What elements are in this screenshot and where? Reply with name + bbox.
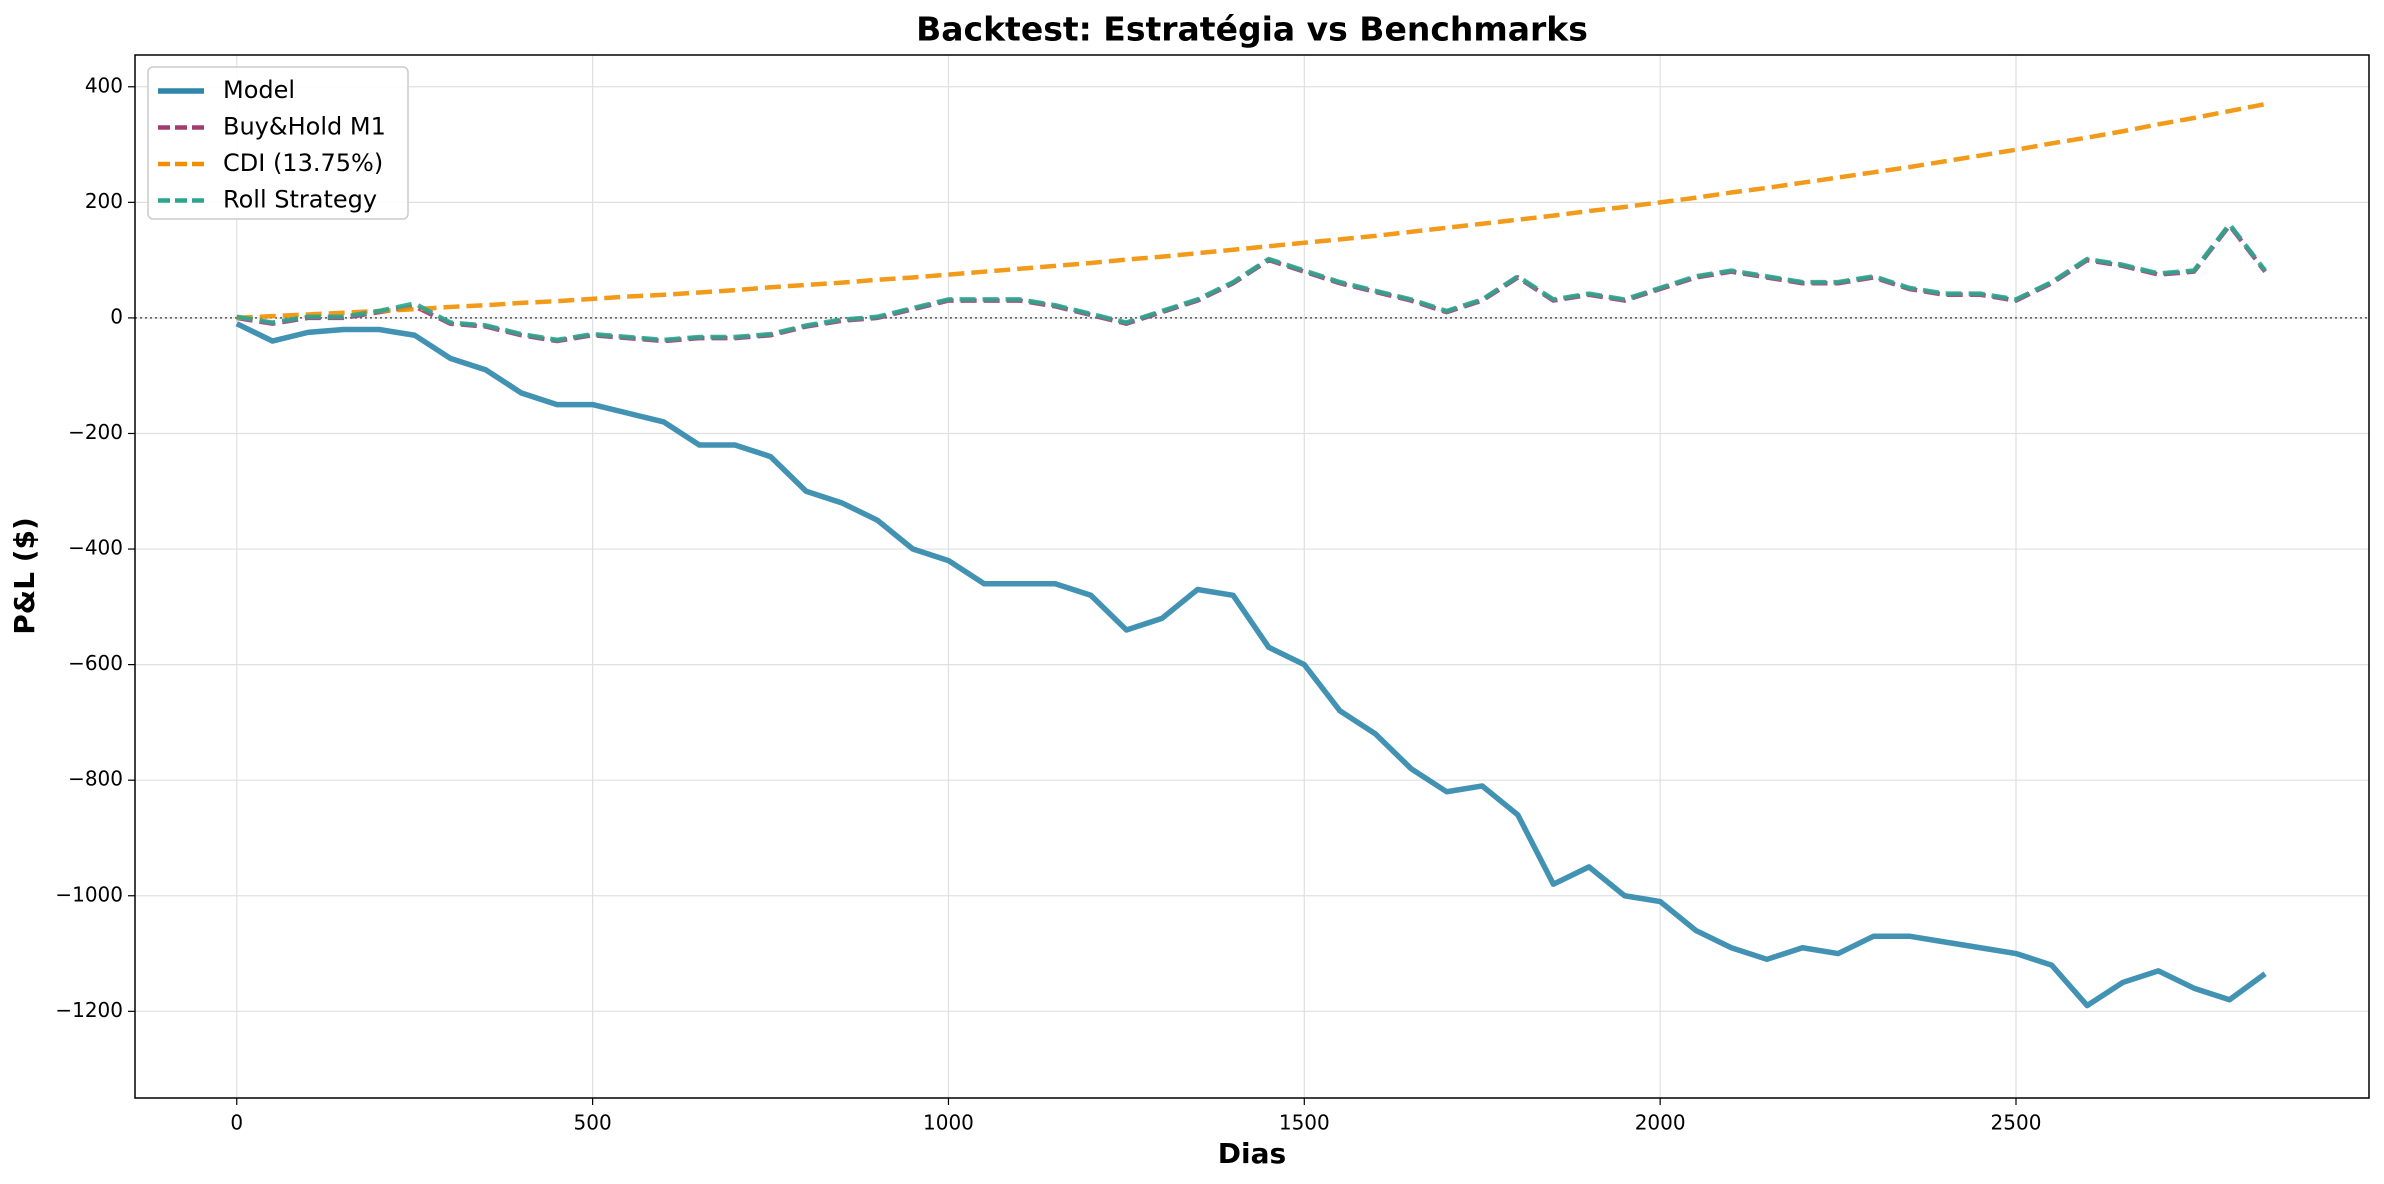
y-tick-label: 0: [110, 304, 123, 328]
y-tick-label: −800: [68, 767, 123, 791]
y-tick-label: −600: [68, 651, 123, 675]
series-line: [236, 222, 2267, 343]
y-tick-label: −400: [68, 536, 123, 560]
y-tick-label: 200: [85, 189, 123, 213]
legend-label: CDI (13.75%): [223, 149, 383, 177]
legend-box: [147, 66, 409, 220]
y-tick-label: −200: [68, 420, 123, 444]
series-line: [236, 101, 2266, 321]
y-tick-label: −1000: [55, 882, 123, 906]
x-tick-label: 500: [574, 1111, 612, 1135]
chart-title: Backtest: Estratégia vs Benchmarks: [916, 10, 1588, 49]
legend-label: Roll Strategy: [223, 186, 377, 214]
plot-frame: [134, 54, 2370, 1099]
y-tick-label: −1200: [55, 998, 123, 1022]
series-line: [236, 223, 2267, 344]
y-axis-label: P&L ($): [8, 517, 41, 635]
x-tick-label: 2500: [1991, 1111, 2042, 1135]
x-tick-label: 1000: [923, 1111, 974, 1135]
legend-label: Model: [223, 76, 295, 104]
x-tick-label: 0: [230, 1111, 243, 1135]
x-tick-label: 1500: [1279, 1111, 1330, 1135]
y-tick-label: 400: [85, 73, 123, 97]
series-line: [235, 321, 2267, 1009]
x-axis-label: Dias: [1218, 1137, 1286, 1170]
legend-label: Buy&Hold M1: [223, 113, 386, 141]
x-tick-label: 2000: [1635, 1111, 1686, 1135]
